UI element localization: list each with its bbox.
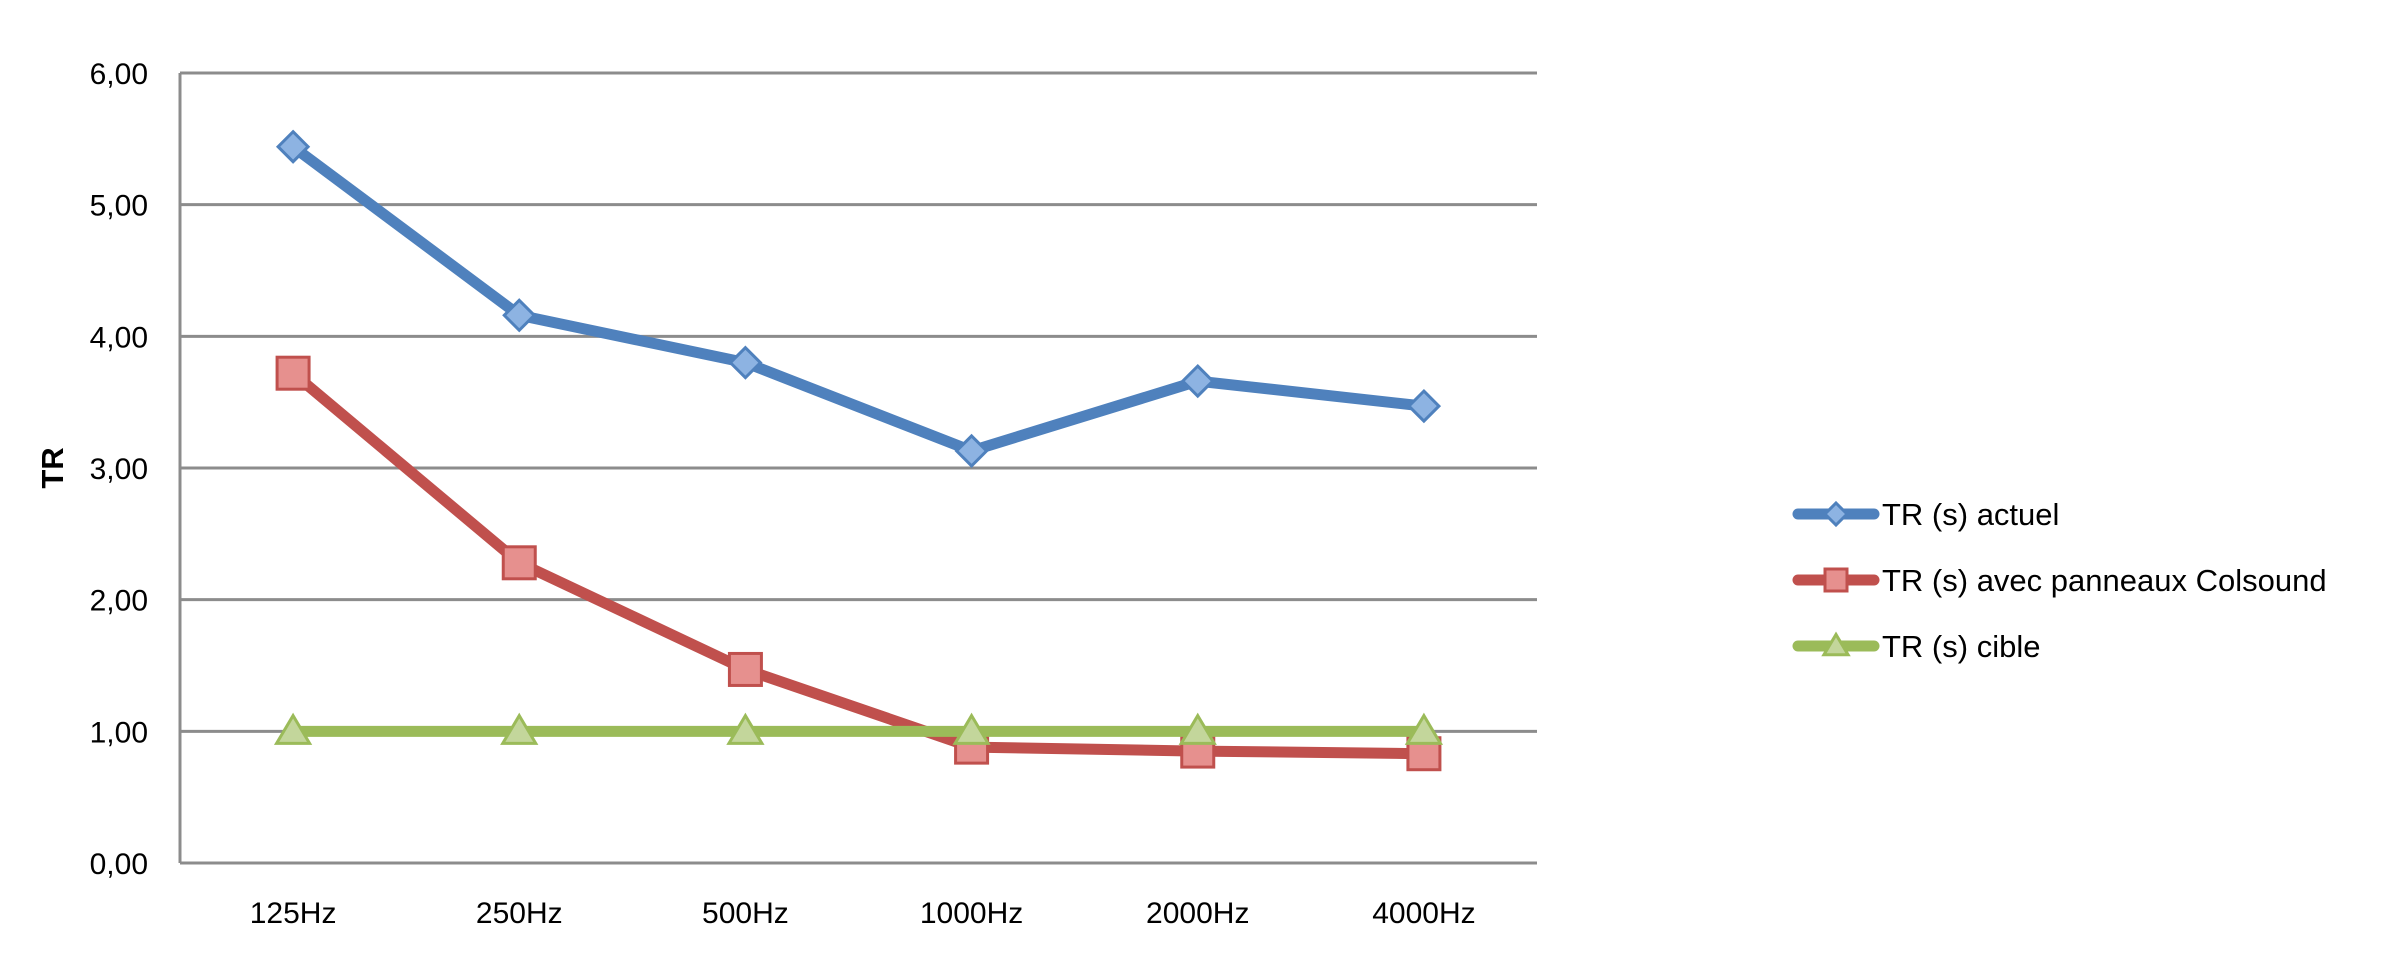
- data-point: [273, 712, 313, 745]
- legend-marker: [1822, 500, 1850, 528]
- y-tick-label: 1,00: [90, 716, 148, 749]
- y-tick-label: 3,00: [90, 453, 148, 486]
- data-point: [501, 545, 537, 581]
- series-1: [275, 129, 1442, 469]
- y-tick-label: 5,00: [90, 190, 148, 223]
- data-point: [500, 712, 539, 745]
- series-group: [273, 129, 1444, 772]
- data-point: [275, 129, 311, 164]
- legend-item: TR (s) cible: [1792, 629, 2040, 664]
- x-tick-label: 125Hz: [250, 897, 337, 930]
- legend-item: TR (s) actuel: [1792, 497, 2059, 532]
- x-tick-label: 1000Hz: [920, 897, 1023, 930]
- x-tick-label: 4000Hz: [1372, 897, 1475, 930]
- data-point: [275, 355, 311, 391]
- y-axis-title: TR: [35, 447, 70, 488]
- series-3: [273, 712, 1444, 745]
- data-point: [1180, 363, 1215, 399]
- legend-label: TR (s) cible: [1882, 629, 2040, 664]
- data-point: [1178, 712, 1217, 745]
- data-point: [502, 298, 537, 333]
- x-tick-label: 2000Hz: [1146, 897, 1249, 930]
- data-point: [954, 433, 989, 469]
- data-point: [726, 712, 765, 745]
- x-tick-label: 250Hz: [476, 897, 563, 930]
- x-axis-tick-labels: 125Hz 250Hz 500Hz 1000Hz 2000Hz 4000Hz: [250, 897, 1476, 930]
- x-tick-label: 500Hz: [702, 897, 789, 930]
- y-tick-label: 2,00: [90, 585, 148, 618]
- data-point: [727, 651, 763, 687]
- series-2: [275, 355, 1442, 772]
- series-line: [287, 141, 1430, 457]
- legend-label: TR (s) avec panneaux Colsound: [1882, 563, 2327, 598]
- data-point: [952, 712, 991, 745]
- series-line: [287, 367, 1430, 760]
- data-point: [1404, 712, 1444, 745]
- legend-label: TR (s) actuel: [1882, 497, 2059, 532]
- legend-marker: [1823, 567, 1849, 593]
- legend-item: TR (s) avec panneaux Colsound: [1792, 563, 2327, 598]
- legend: TR (s) actuel TR (s) avec panneaux Colsou…: [1792, 497, 2327, 664]
- y-tick-label: 0,00: [90, 848, 148, 881]
- y-axis-tick-labels: 0,00 1,00 2,00 3,00 4,00 5,00 6,00: [90, 58, 148, 881]
- data-point: [1406, 388, 1442, 424]
- y-tick-label: 6,00: [90, 58, 148, 91]
- legend-marker: [1821, 631, 1851, 657]
- gridlines: [178, 71, 1537, 865]
- data-point: [728, 345, 763, 380]
- y-tick-label: 4,00: [90, 321, 148, 354]
